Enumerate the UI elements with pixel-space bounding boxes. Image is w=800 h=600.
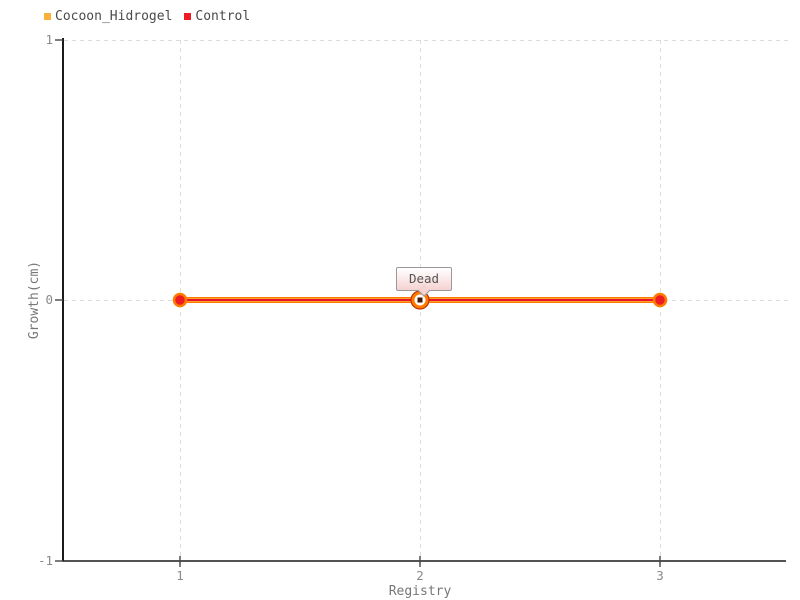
- y-tick-label-m1: -1: [38, 553, 53, 568]
- legend: Cocoon_Hidrogel Control: [44, 9, 250, 24]
- y-tick-label-1: 1: [45, 32, 53, 47]
- x-axis-title: Registry: [389, 584, 452, 599]
- tick-marks: [55, 39, 661, 567]
- legend-label-control: Control: [195, 9, 251, 24]
- tooltip: Dead: [396, 267, 452, 291]
- y-axis-title: Growth(cm): [27, 261, 42, 339]
- x-tick-label-1: 1: [176, 568, 184, 583]
- y-tick-label-0: 0: [45, 292, 53, 307]
- x-tick-label-2: 2: [416, 568, 424, 583]
- data-point-registry-1[interactable]: [172, 292, 188, 308]
- data-point-registry-3[interactable]: [652, 292, 668, 308]
- tooltip-text: Dead: [408, 271, 440, 286]
- legend-item-control[interactable]: Control: [184, 9, 250, 24]
- hover-marker-center-square: [417, 297, 423, 303]
- legend-label-cocoon-hidrogel: Cocoon_Hidrogel: [55, 9, 173, 24]
- legend-item-cocoon-hidrogel[interactable]: Cocoon_Hidrogel: [44, 9, 172, 24]
- x-tick-label-3: 3: [656, 568, 664, 583]
- legend-swatch-cocoon-hidrogel: [44, 13, 51, 20]
- legend-swatch-control: [184, 13, 192, 20]
